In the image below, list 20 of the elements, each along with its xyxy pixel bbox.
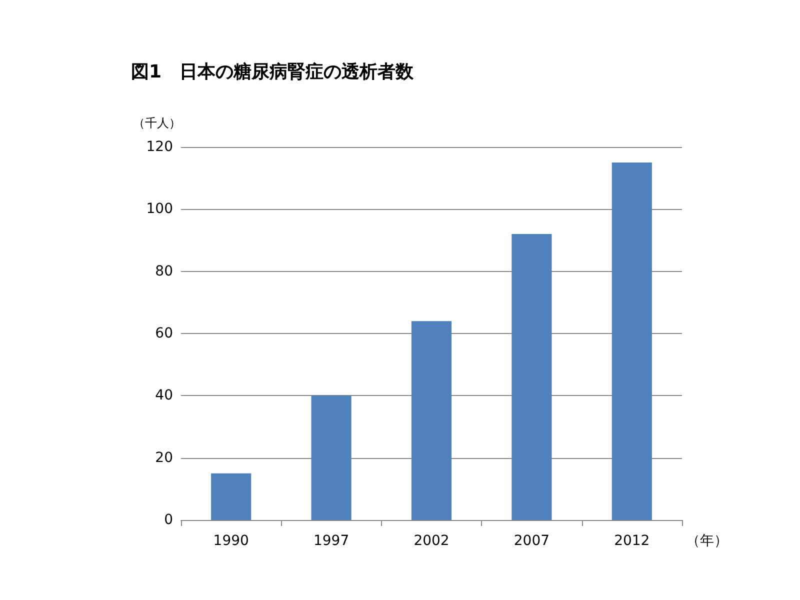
- y-tick-label: 0: [164, 512, 173, 528]
- bar: [211, 473, 252, 520]
- y-tick-label: 60: [155, 326, 173, 342]
- x-tick-label: 1990: [213, 533, 249, 549]
- y-tick-label: 120: [146, 139, 173, 155]
- y-tick-label: 40: [155, 388, 173, 404]
- chart-title: 図1 日本の糖尿病腎症の透析者数: [131, 62, 415, 82]
- bar: [311, 396, 352, 520]
- y-tick-label: 20: [155, 450, 173, 466]
- y-tick-label: 80: [155, 263, 173, 280]
- bar: [512, 234, 552, 520]
- x-tick-label: 2007: [514, 533, 550, 549]
- y-axis-title: （千人）: [133, 116, 181, 130]
- bar: [411, 321, 452, 520]
- bar: [612, 162, 652, 520]
- y-tick-label: 100: [146, 201, 173, 218]
- x-tick-label: 2002: [414, 533, 450, 549]
- x-tick-label: 1997: [313, 533, 350, 549]
- x-tick-label: 2012: [614, 533, 650, 549]
- x-axis-title: （年）: [686, 533, 728, 549]
